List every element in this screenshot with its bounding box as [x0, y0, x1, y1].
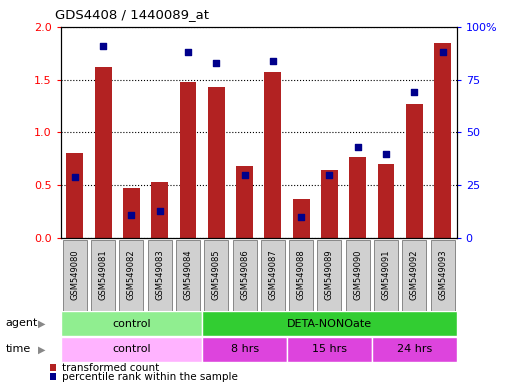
Point — [155, 207, 164, 214]
Bar — [180, 82, 196, 238]
Text: 24 hrs: 24 hrs — [397, 344, 432, 354]
FancyBboxPatch shape — [148, 240, 172, 311]
Bar — [434, 43, 451, 238]
Text: GSM549088: GSM549088 — [297, 249, 306, 300]
Text: GSM549089: GSM549089 — [325, 249, 334, 300]
Bar — [378, 164, 394, 238]
Bar — [95, 67, 111, 238]
Bar — [287, 337, 372, 362]
Bar — [123, 189, 140, 238]
FancyBboxPatch shape — [119, 240, 144, 311]
Text: control: control — [112, 344, 151, 354]
Text: GSM549090: GSM549090 — [353, 249, 362, 300]
FancyBboxPatch shape — [204, 240, 228, 311]
Text: DETA-NONOate: DETA-NONOate — [287, 318, 372, 329]
Text: GSM549092: GSM549092 — [410, 249, 419, 300]
Point — [240, 172, 249, 178]
Bar — [406, 104, 423, 238]
Point — [297, 214, 305, 220]
FancyBboxPatch shape — [261, 240, 285, 311]
Text: GSM549081: GSM549081 — [99, 249, 108, 300]
Bar — [265, 72, 281, 238]
Bar — [202, 337, 287, 362]
FancyBboxPatch shape — [289, 240, 313, 311]
Point — [410, 89, 419, 95]
Text: GSM549086: GSM549086 — [240, 249, 249, 300]
FancyBboxPatch shape — [63, 240, 87, 311]
Point — [71, 174, 79, 180]
Point — [353, 144, 362, 150]
Text: ▶: ▶ — [38, 344, 45, 354]
FancyBboxPatch shape — [402, 240, 426, 311]
Point — [127, 212, 136, 218]
Text: GSM549091: GSM549091 — [382, 249, 391, 300]
Bar — [293, 199, 309, 238]
Bar — [67, 152, 83, 238]
Bar — [236, 166, 253, 238]
Point — [382, 151, 390, 157]
Text: control: control — [112, 318, 151, 329]
FancyBboxPatch shape — [317, 240, 342, 311]
Bar — [349, 157, 366, 238]
Text: 15 hrs: 15 hrs — [312, 344, 347, 354]
Bar — [208, 87, 225, 238]
Text: time: time — [5, 344, 31, 354]
FancyBboxPatch shape — [91, 240, 115, 311]
FancyBboxPatch shape — [346, 240, 370, 311]
Point — [212, 60, 221, 66]
Text: 8 hrs: 8 hrs — [231, 344, 259, 354]
Text: percentile rank within the sample: percentile rank within the sample — [62, 372, 238, 382]
Bar — [61, 337, 202, 362]
Bar — [372, 337, 457, 362]
Text: GSM549087: GSM549087 — [268, 249, 277, 300]
Point — [269, 58, 277, 64]
Text: GDS4408 / 1440089_at: GDS4408 / 1440089_at — [55, 8, 210, 21]
Text: GSM549082: GSM549082 — [127, 249, 136, 300]
FancyBboxPatch shape — [374, 240, 398, 311]
Text: GSM549080: GSM549080 — [70, 249, 79, 300]
FancyBboxPatch shape — [232, 240, 257, 311]
Text: GSM549084: GSM549084 — [184, 249, 193, 300]
Point — [184, 49, 192, 55]
Text: GSM549083: GSM549083 — [155, 249, 164, 300]
Text: GSM549085: GSM549085 — [212, 249, 221, 300]
Point — [438, 49, 447, 55]
Text: agent: agent — [5, 318, 37, 328]
Text: ▶: ▶ — [38, 318, 45, 328]
Text: GSM549093: GSM549093 — [438, 249, 447, 300]
Bar — [61, 311, 202, 336]
Text: transformed count: transformed count — [62, 363, 159, 373]
Bar — [151, 182, 168, 238]
Bar — [202, 311, 457, 336]
FancyBboxPatch shape — [430, 240, 455, 311]
Point — [99, 43, 107, 49]
Point — [325, 172, 334, 178]
FancyBboxPatch shape — [176, 240, 200, 311]
Bar — [321, 170, 338, 238]
